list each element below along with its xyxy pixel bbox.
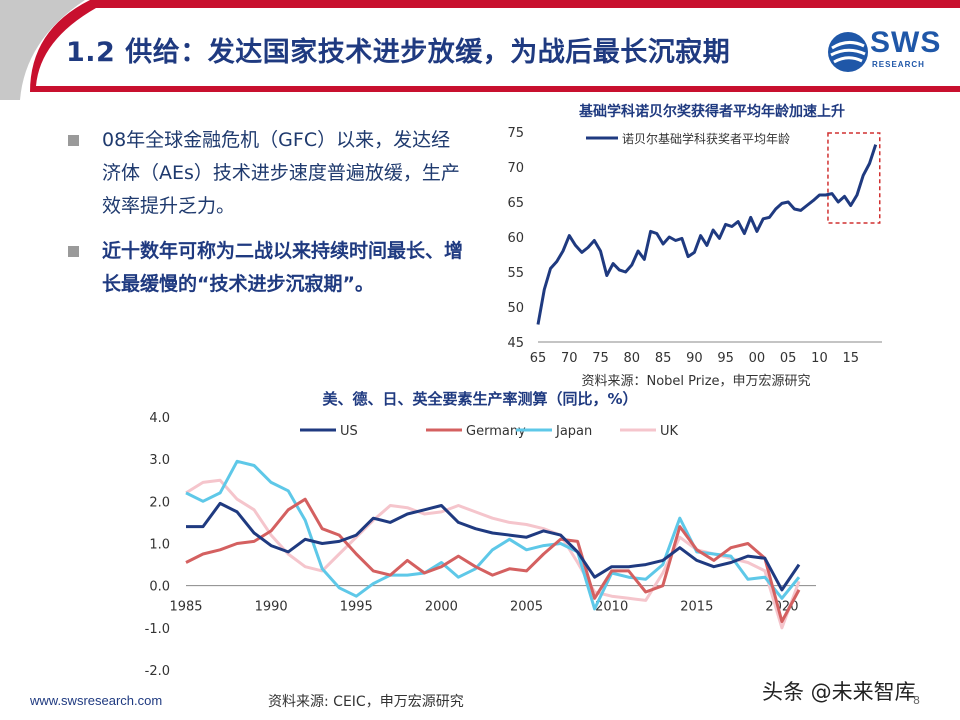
bullet-list: 08年全球金融危机（GFC）以来，发达经济体（AEs）技术进步速度普遍放缓，生产…: [64, 124, 464, 313]
y-tick-label: 3.0: [149, 453, 170, 468]
legend-label: 诺贝尔基础学科获奖者平均年龄: [622, 131, 790, 146]
footer-url[interactable]: www.swsresearch.com: [30, 693, 163, 708]
x-tick-label: 70: [561, 351, 578, 366]
bullet-text: 08年全球金融危机（GFC）以来，发达经济体（AEs）技术进步速度普遍放缓，生产…: [102, 129, 460, 217]
x-tick-label: 10: [811, 351, 828, 366]
series-line-germany: [185, 497, 801, 623]
x-tick-label: 00: [749, 351, 766, 366]
sws-logo: SWS RESEARCH: [826, 22, 946, 82]
legend-label: Japan: [555, 424, 592, 439]
y-tick-label: 70: [507, 161, 524, 176]
title-decoration: [0, 0, 960, 100]
legend-label: US: [340, 424, 358, 439]
x-tick-label: 2015: [680, 600, 713, 615]
x-tick-label: 95: [717, 351, 734, 366]
x-tick-label: 1990: [255, 600, 288, 615]
chart-title: 美、德、日、英全要素生产率测算（同比，%）: [322, 390, 637, 408]
y-tick-label: 50: [507, 301, 524, 316]
x-tick-label: 15: [842, 351, 859, 366]
y-tick-label: 75: [507, 126, 524, 141]
tfp-growth-chart: 美、德、日、英全要素生产率测算（同比，%） US Germany Japan UK -…: [145, 390, 816, 679]
nobel-age-chart: 基础学科诺贝尔奖获得者平均年龄加速上升 45 50 55 60 65 70 75 65 70 7…: [507, 103, 882, 389]
bullet-item: 08年全球金融危机（GFC）以来，发达经济体（AEs）技术进步速度普遍放缓，生产…: [64, 124, 464, 223]
footer-source: 资料来源: CEIC，申万宏源研究: [268, 694, 464, 710]
bullet-item: 近十数年可称为二战以来持续时间最长、增长最缓慢的“技术进步沉寂期”。: [64, 235, 464, 301]
y-tick-label: 2.0: [149, 495, 170, 510]
x-tick-label: 75: [592, 351, 609, 366]
highlight-box: [827, 132, 881, 224]
logo-text: SWS: [870, 26, 942, 59]
x-tick-label: 80: [624, 351, 641, 366]
y-tick-label: 65: [507, 196, 524, 211]
y-tick-label: -2.0: [145, 664, 170, 679]
square-bullet-icon: [68, 246, 79, 257]
y-tick-label: 45: [507, 336, 524, 351]
page-number: 8: [913, 694, 920, 707]
y-tick-label: 60: [507, 231, 524, 246]
legend-label: UK: [660, 424, 679, 439]
series-line-us: [186, 501, 801, 592]
y-tick-label: -1.0: [145, 622, 170, 637]
watermark: 头条 @未来智库: [762, 680, 916, 704]
x-tick-label: 85: [655, 351, 672, 366]
x-tick-label: 2005: [510, 600, 543, 615]
x-tick-label: 2010: [595, 600, 628, 615]
y-tick-label: 0.0: [149, 580, 170, 595]
square-bullet-icon: [68, 135, 79, 146]
x-tick-label: 1995: [340, 600, 373, 615]
chart-source: 资料来源：Nobel Prize，申万宏源研究: [581, 374, 810, 389]
y-tick-label: 1.0: [149, 538, 170, 553]
series-line-nobel-age: [536, 144, 878, 325]
logo-subtext: RESEARCH: [872, 60, 925, 69]
series-line-japan: [185, 459, 801, 611]
x-tick-label: 65: [530, 351, 547, 366]
x-tick-label: 1985: [169, 600, 202, 615]
bullet-text: 近十数年可称为二战以来持续时间最长、增长最缓慢的“技术进步沉寂期”。: [102, 240, 464, 295]
legend-label: Germany: [466, 424, 526, 439]
sws-logo-icon: [828, 32, 868, 72]
title-bar: 1.2 供给：发达国家技术进步放缓，为战后最长沉寂期 SWS RESEARCH: [0, 0, 960, 100]
x-tick-label: 2000: [425, 600, 458, 615]
x-tick-label: 05: [780, 351, 797, 366]
slide-title: 1.2 供给：发达国家技术进步放缓，为战后最长沉寂期: [66, 37, 731, 68]
chart-title: 基础学科诺贝尔奖获得者平均年龄加速上升: [579, 103, 845, 120]
y-tick-label: 55: [507, 266, 524, 281]
x-tick-label: 90: [686, 351, 703, 366]
y-tick-label: 4.0: [149, 411, 170, 426]
